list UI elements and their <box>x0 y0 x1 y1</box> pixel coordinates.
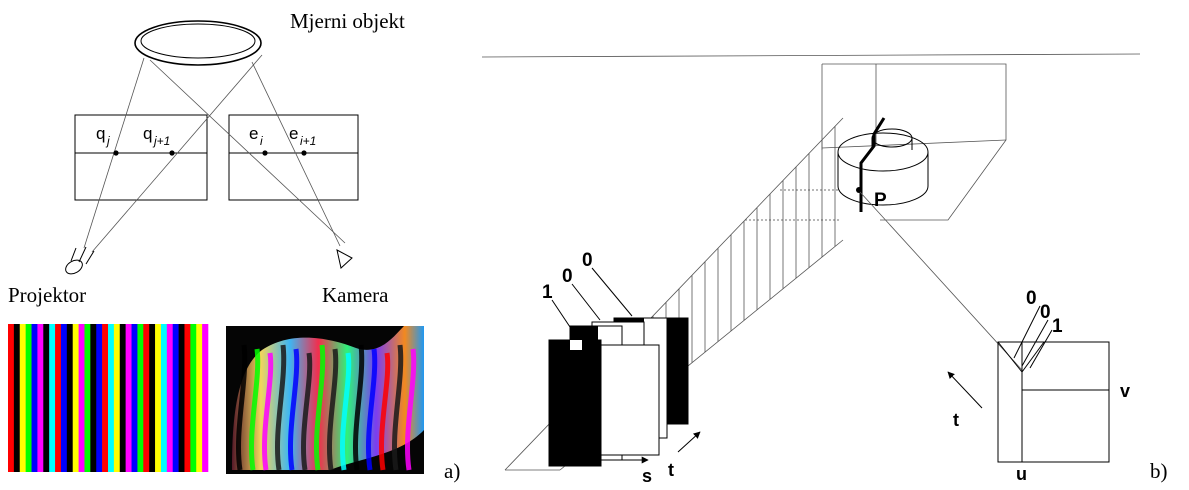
point-ei <box>262 150 268 156</box>
panel-a-letter: a) <box>444 459 460 483</box>
stripe <box>143 324 150 472</box>
camera-code-1: 0 <box>1026 288 1037 309</box>
camera-stripe <box>274 344 287 471</box>
stripe <box>43 324 50 472</box>
stripe <box>125 324 132 472</box>
axis-s-label: s <box>642 466 652 486</box>
panel-b-letter: b) <box>1150 459 1168 483</box>
camera-axes: t v u <box>947 371 1130 484</box>
camera-stripe <box>391 344 404 471</box>
label-e-next: e <box>289 124 298 143</box>
stripe <box>72 324 79 472</box>
stripe <box>37 324 44 472</box>
point-qj <box>113 150 119 156</box>
stripe <box>178 324 185 472</box>
camera-stripe <box>248 348 261 471</box>
pattern-frames <box>548 317 689 467</box>
projector-icon <box>65 246 95 275</box>
stripe <box>202 324 209 472</box>
camera-label: Kamera <box>322 283 389 307</box>
camera-stripe <box>339 352 352 471</box>
pattern-axes: s t <box>556 431 701 486</box>
stripe <box>166 324 173 472</box>
label-e-sub: i <box>260 134 263 148</box>
right-panel: P 1 0 0 <box>481 53 1168 486</box>
stripe <box>172 324 179 472</box>
stripe <box>102 324 109 472</box>
stripe <box>155 324 162 472</box>
point-ei1 <box>301 150 307 156</box>
label-q-sub: j <box>105 134 110 148</box>
point-p-label: P <box>874 190 887 211</box>
stripe <box>131 324 138 472</box>
stripe <box>19 324 26 472</box>
camera-stripe <box>261 352 274 471</box>
camera-stripe <box>326 348 339 471</box>
stripe <box>149 324 156 472</box>
scene-box <box>481 53 1141 221</box>
axis-t-label: t <box>668 460 674 480</box>
stripe <box>184 324 191 472</box>
camera-stripe <box>235 344 248 471</box>
camera-stripe <box>300 352 313 471</box>
stripe <box>160 324 168 472</box>
stripe <box>60 324 68 472</box>
stripe <box>90 324 97 472</box>
stripe <box>55 324 62 472</box>
pattern-code-3: 0 <box>582 250 593 271</box>
stripe <box>137 324 144 472</box>
camera-plane <box>228 114 359 201</box>
camera-image <box>226 326 424 474</box>
stripe <box>66 324 73 472</box>
stripe <box>108 324 115 472</box>
stripe <box>25 324 32 472</box>
camera-axis-t-label: t <box>953 410 959 430</box>
camera-axis-v-label: v <box>1120 381 1130 401</box>
camera-stripe <box>352 344 365 471</box>
stripe <box>196 324 203 472</box>
color-stripe-pattern <box>8 324 209 472</box>
stripe <box>31 324 38 472</box>
camera-stripe <box>287 348 300 471</box>
camera-ray <box>859 191 1023 371</box>
pattern-code-labels: 1 0 0 <box>542 250 633 331</box>
projector-label: Projektor <box>8 283 86 307</box>
stripe <box>78 324 85 472</box>
stripe <box>13 324 21 472</box>
camera-stripe <box>313 344 326 471</box>
left-panel: Mjerni objekt q j q j+1 e i e i+1 <box>8 9 460 483</box>
point-p <box>856 187 862 193</box>
label-e: e <box>249 124 258 143</box>
label-q-next-sub: j+1 <box>152 134 170 148</box>
stripe <box>84 324 91 472</box>
measuring-object-inner <box>140 23 256 59</box>
stripe <box>190 324 197 472</box>
camera-stripe <box>404 348 417 471</box>
camera-code-3: 1 <box>1052 316 1063 337</box>
stripe <box>113 324 121 472</box>
camera-code-labels: 0 0 1 <box>1026 288 1063 337</box>
object-label: Mjerni objekt <box>290 9 405 33</box>
camera-image-plane <box>997 305 1110 463</box>
camera-axis-u-label: u <box>1016 464 1027 484</box>
camera-stripe <box>365 348 378 471</box>
label-q: q <box>96 124 105 143</box>
point-qj1 <box>169 150 175 156</box>
camera-code-2: 0 <box>1040 302 1051 323</box>
stripe <box>119 324 126 472</box>
stripe <box>96 324 103 472</box>
label-q-next: q <box>143 124 152 143</box>
stripe <box>8 324 15 472</box>
camera-icon <box>336 249 353 269</box>
pattern-code-1: 1 <box>542 282 553 303</box>
cylinder-object <box>837 117 929 212</box>
label-e-next-sub: i+1 <box>300 134 316 148</box>
stripe <box>49 324 56 472</box>
camera-stripe <box>378 352 391 471</box>
projector-plane <box>74 114 208 201</box>
pattern-code-2: 0 <box>562 266 573 287</box>
measuring-object <box>134 20 262 66</box>
